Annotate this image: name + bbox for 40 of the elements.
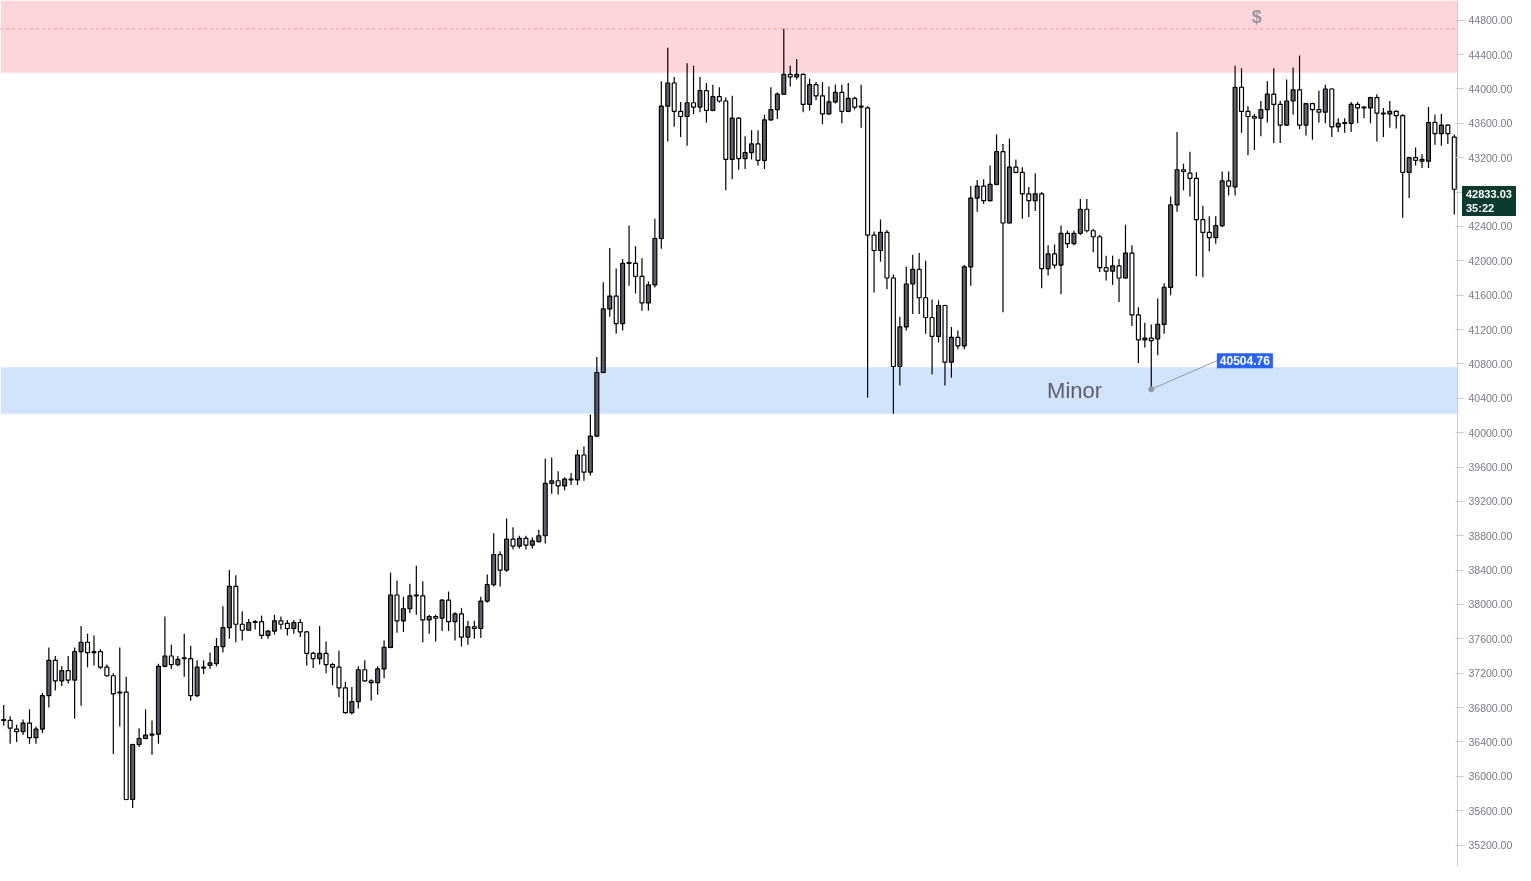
candlestick <box>858 84 864 129</box>
y-tick-label: 39200.00 <box>1468 495 1513 508</box>
candlestick <box>1 704 7 727</box>
ref-line-label: $ <box>1251 6 1262 27</box>
y-tick-label: 35200.00 <box>1468 839 1513 852</box>
y-tick-label: 44400.00 <box>1468 48 1513 61</box>
y-tick-label: 44000.00 <box>1468 82 1513 95</box>
y-tick-label: 41200.00 <box>1468 323 1513 336</box>
candlestick <box>774 91 780 120</box>
y-tick-label: 43200.00 <box>1468 151 1513 164</box>
y-tick-label: 39600.00 <box>1468 461 1513 474</box>
candlestick <box>1187 151 1193 197</box>
y-tick-label: 44800.00 <box>1468 14 1513 27</box>
candlestick <box>781 28 787 96</box>
y-tick-label: 38400.00 <box>1468 564 1513 577</box>
y-tick-label: 41600.00 <box>1468 289 1513 302</box>
y-tick-label: 38000.00 <box>1468 598 1513 611</box>
y-tick-label: 36000.00 <box>1468 770 1513 783</box>
y-tick-label: 38800.00 <box>1468 529 1513 542</box>
candlestick <box>413 565 419 616</box>
candlestick <box>304 630 310 667</box>
annotation: 40504.76 <box>1219 354 1271 369</box>
candlestick <box>297 618 303 638</box>
text: 42833.03 <box>1466 187 1512 200</box>
candlestick <box>7 715 13 745</box>
y-tick-label: 36800.00 <box>1468 701 1513 714</box>
y-tick-label: 40000.00 <box>1468 426 1513 439</box>
text: 35:22 <box>1466 201 1495 214</box>
candlestick <box>607 247 613 318</box>
y-tick-label: 42000.00 <box>1468 254 1513 267</box>
y-tick-label: 36400.00 <box>1468 735 1513 748</box>
y-tick-label: 43600.00 <box>1468 117 1513 130</box>
y-tick-label: 42400.00 <box>1468 220 1513 233</box>
y-tick-label: 37600.00 <box>1468 632 1513 645</box>
y-tick-label: 35600.00 <box>1468 804 1513 817</box>
band-label: Minor <box>1047 378 1103 404</box>
y-tick-label: 40400.00 <box>1468 392 1513 405</box>
y-tick-label: 37200.00 <box>1468 667 1513 680</box>
candlestick <box>910 254 916 315</box>
y-tick-label: 40800.00 <box>1468 357 1513 370</box>
